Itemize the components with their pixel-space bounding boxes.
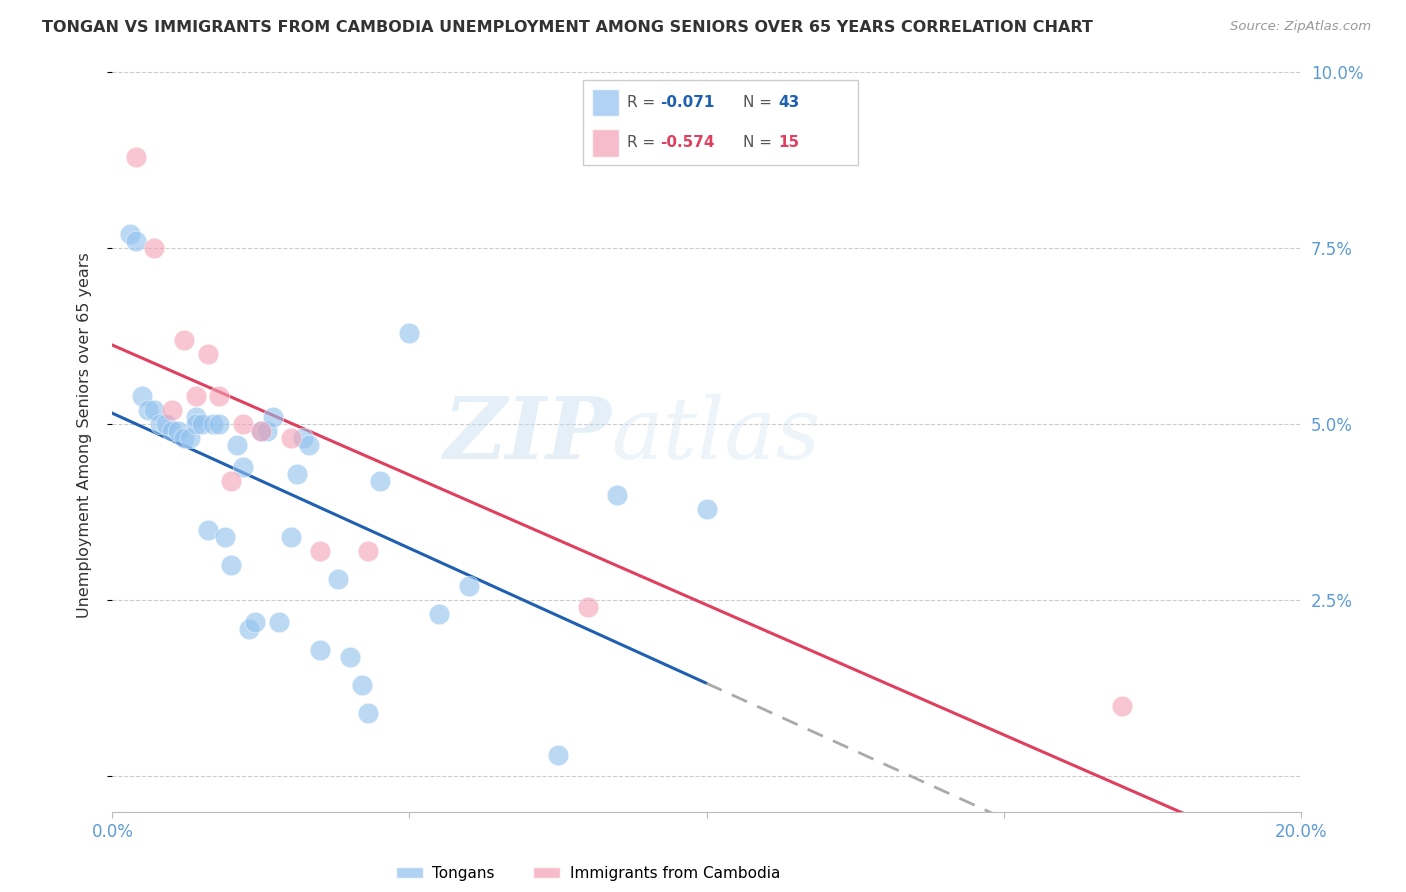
Point <box>202 417 225 432</box>
Point <box>280 530 302 544</box>
Point <box>262 410 284 425</box>
Point <box>136 403 159 417</box>
Point <box>328 572 350 586</box>
Point <box>309 642 332 657</box>
Text: -0.071: -0.071 <box>661 95 714 110</box>
Point <box>297 438 319 452</box>
Point <box>125 234 148 248</box>
Point <box>457 579 479 593</box>
Point <box>184 410 207 425</box>
Point <box>120 227 142 241</box>
Point <box>350 678 373 692</box>
Text: 15: 15 <box>778 136 799 151</box>
Point <box>190 417 212 432</box>
Point <box>606 488 628 502</box>
Text: R =: R = <box>627 136 661 151</box>
Point <box>357 706 380 720</box>
Point <box>547 748 569 763</box>
Point <box>368 474 391 488</box>
Point <box>1111 699 1133 714</box>
Point <box>339 649 361 664</box>
Point <box>197 347 219 361</box>
Point <box>398 326 420 340</box>
Point <box>280 431 302 445</box>
Text: N =: N = <box>742 95 776 110</box>
Point <box>285 467 308 481</box>
Point <box>232 459 254 474</box>
Point <box>219 474 242 488</box>
Point <box>250 425 273 439</box>
Point <box>243 615 266 629</box>
Point <box>184 417 207 432</box>
Text: Source: ZipAtlas.com: Source: ZipAtlas.com <box>1230 20 1371 33</box>
Text: ZIP: ZIP <box>444 393 612 476</box>
Text: -0.574: -0.574 <box>661 136 714 151</box>
Point <box>214 530 236 544</box>
Point <box>219 558 242 573</box>
Point <box>238 622 260 636</box>
FancyBboxPatch shape <box>592 89 619 116</box>
Point <box>155 417 177 432</box>
Text: N =: N = <box>742 136 776 151</box>
Point <box>208 417 231 432</box>
FancyBboxPatch shape <box>583 80 858 165</box>
Point <box>160 403 183 417</box>
Point <box>131 389 153 403</box>
Point <box>576 600 599 615</box>
Text: 43: 43 <box>778 95 800 110</box>
Point <box>143 241 166 255</box>
Point <box>256 425 278 439</box>
Point <box>184 389 207 403</box>
Text: atlas: atlas <box>612 393 821 476</box>
Point <box>179 431 201 445</box>
Text: R =: R = <box>627 95 661 110</box>
Point <box>232 417 254 432</box>
Point <box>208 389 231 403</box>
Point <box>267 615 290 629</box>
Point <box>166 425 188 439</box>
Point <box>309 544 332 558</box>
Legend: Tongans, Immigrants from Cambodia: Tongans, Immigrants from Cambodia <box>389 860 786 887</box>
Point <box>125 150 148 164</box>
Point <box>250 425 273 439</box>
Y-axis label: Unemployment Among Seniors over 65 years: Unemployment Among Seniors over 65 years <box>77 252 91 618</box>
Point <box>357 544 380 558</box>
Point <box>149 417 172 432</box>
Point <box>143 403 166 417</box>
FancyBboxPatch shape <box>592 129 619 157</box>
Point <box>173 431 195 445</box>
Point <box>226 438 249 452</box>
Point <box>291 431 314 445</box>
Text: TONGAN VS IMMIGRANTS FROM CAMBODIA UNEMPLOYMENT AMONG SENIORS OVER 65 YEARS CORR: TONGAN VS IMMIGRANTS FROM CAMBODIA UNEMP… <box>42 20 1092 35</box>
Point <box>696 501 718 516</box>
Point <box>173 333 195 347</box>
Point <box>160 425 183 439</box>
Point <box>197 523 219 537</box>
Point <box>427 607 450 622</box>
